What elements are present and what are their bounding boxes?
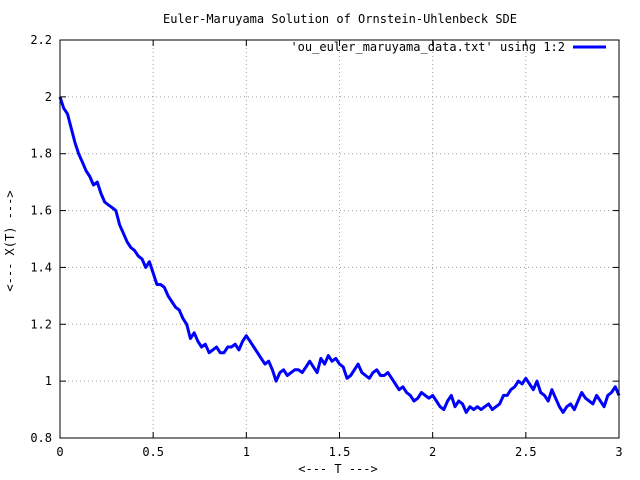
y-tick-label: 1.6 (30, 204, 52, 218)
y-tick-label: 1.8 (30, 147, 52, 161)
x-tick-label: 2 (429, 445, 436, 459)
x-tick-label: 0.5 (142, 445, 164, 459)
ticks (59, 39, 620, 439)
y-tick-label: 1 (45, 374, 52, 388)
y-tick-labels: 0.8 1 1.2 1.4 1.6 1.8 2 2.2 (30, 33, 52, 445)
chart-title: Euler-Maruyama Solution of Ornstein-Uhle… (163, 12, 517, 26)
x-tick-labels: 0 0.5 1 1.5 2 2.5 3 (56, 445, 622, 459)
x-axis-label: <--- T ---> (298, 462, 377, 476)
y-tick-label: 1.2 (30, 317, 52, 331)
x-tick-label: 1.5 (329, 445, 351, 459)
x-tick-label: 3 (615, 445, 622, 459)
x-tick-label: 0 (56, 445, 63, 459)
series-layer (58, 96, 621, 414)
y-axis-label: <--- X(T) ---> (3, 190, 17, 291)
y-tick-label: 2.2 (30, 33, 52, 47)
legend: 'ou_euler_maruyama_data.txt' using 1:2 (290, 40, 606, 54)
series-line (58, 96, 621, 414)
y-tick-label: 2 (45, 90, 52, 104)
y-tick-label: 1.4 (30, 260, 52, 274)
x-tick-label: 2.5 (515, 445, 537, 459)
x-tick-label: 1 (243, 445, 250, 459)
legend-label: 'ou_euler_maruyama_data.txt' using 1:2 (290, 40, 565, 54)
y-tick-label: 0.8 (30, 431, 52, 445)
